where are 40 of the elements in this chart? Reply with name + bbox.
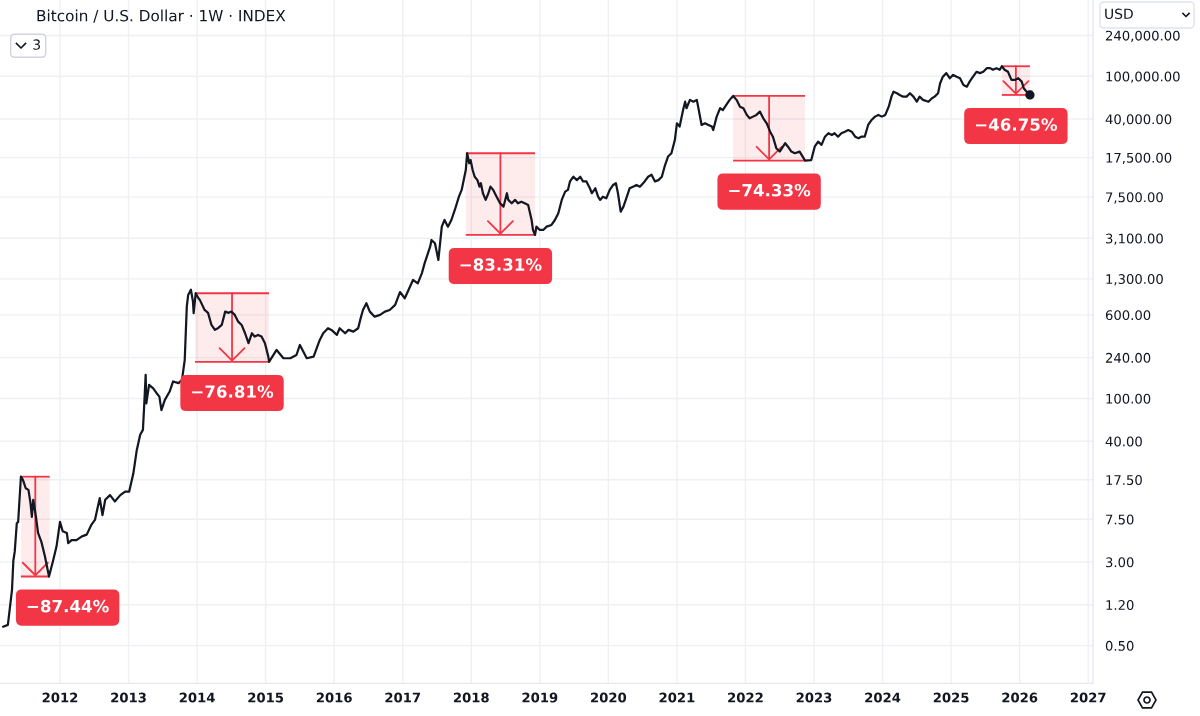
y-tick-label: 240,000.00 [1105,30,1180,42]
x-tick-label: 2013 [111,692,146,703]
y-tick-label: 600.00 [1105,310,1151,321]
y-tick-label: 100,000.00 [1106,71,1180,83]
x-tick-label: 2027 [1070,692,1106,703]
x-tick-label: 2022 [728,692,763,703]
y-tick-label: 0.50 [1105,640,1134,651]
band-label: −46.75% [975,118,1058,131]
y-tick-label: 1,300.00 [1106,274,1163,286]
band-label: −74.33% [729,183,811,197]
band-label: −83.31% [460,258,542,271]
x-tick-label: 2024 [865,692,901,703]
x-tick-label: 2015 [248,692,284,703]
x-tick-label: 2012 [42,692,78,703]
y-tick-label: 1.20 [1106,600,1134,610]
y-tick-label: 7,500.00 [1106,192,1163,204]
text: USD [1105,8,1133,20]
x-tick-label: 2017 [385,692,421,703]
x-tick-label: 2019 [522,692,558,703]
x-tick-label: 2023 [796,692,832,703]
x-tick-label: 2026 [1002,692,1038,703]
annotation: 3 [33,39,41,50]
y-tick-label: 240.00 [1105,352,1151,363]
y-tick-label: 17,500.00 [1106,152,1172,165]
y-tick-label: 7.50 [1106,514,1134,525]
y-tick-label: 3.00 [1106,557,1134,568]
y-tick-label: 40,000.00 [1105,114,1172,126]
y-tick-label: 40.00 [1105,436,1142,447]
band-label: −76.81% [192,385,274,398]
y-tick-label: 3,100.00 [1106,233,1163,245]
x-tick-label: 2020 [591,692,627,703]
x-tick-label: 2021 [659,692,695,703]
x-tick-label: 2016 [316,692,352,703]
x-tick-label: 2014 [179,692,215,703]
x-tick-label: 2025 [933,692,969,703]
text: Bitcoin / U.S. Dollar · 1W · INDEX [37,9,286,23]
y-tick-label: 100.00 [1106,393,1151,404]
x-tick-label: 2018 [453,692,489,703]
band-label: −87.44% [27,599,109,613]
y-tick-label: 17.50 [1106,475,1142,485]
